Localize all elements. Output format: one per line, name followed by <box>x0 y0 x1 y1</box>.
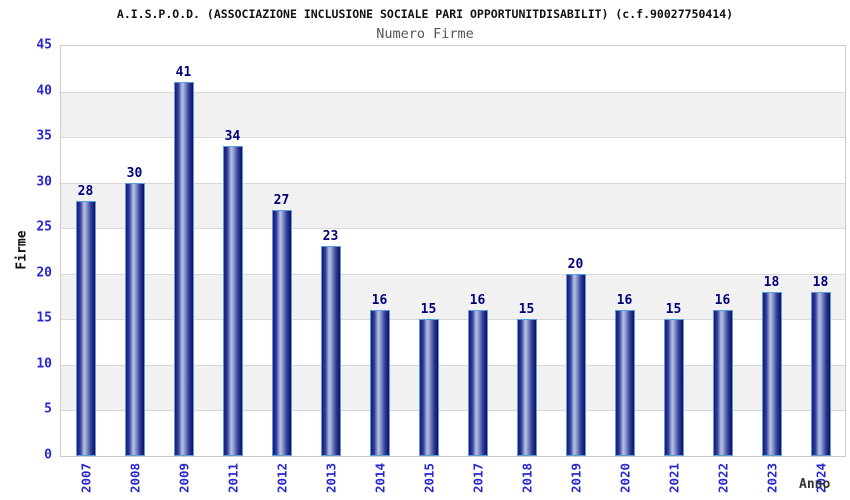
bar-2007 <box>75 200 96 456</box>
chart-subtitle: Numero Firme <box>376 26 474 42</box>
bar-value-label: 30 <box>126 165 143 181</box>
x-tick-label-2014: 2014 <box>372 462 387 494</box>
bar-value-label: 41 <box>175 65 192 81</box>
y-axis-title: Firme <box>14 230 30 270</box>
bar-2022 <box>712 310 733 456</box>
bar-value-label: 27 <box>273 193 290 208</box>
x-tick-label-2020: 2020 <box>617 462 632 494</box>
x-tick-label-2023: 2023 <box>764 462 779 494</box>
bar-value-label: 20 <box>567 256 584 272</box>
y-tick-label: 30 <box>36 174 52 190</box>
bar-value-label: 15 <box>420 302 437 318</box>
bar-2017 <box>467 310 488 456</box>
bar-value-label: 15 <box>665 302 682 318</box>
bar-2018 <box>516 319 537 456</box>
bar-2021 <box>663 319 684 456</box>
gridline <box>61 228 845 230</box>
x-tick-label-2022: 2022 <box>715 462 730 494</box>
x-tick-label-2018: 2018 <box>519 462 534 494</box>
x-tick-label-2011: 2011 <box>225 462 240 494</box>
bar-2020 <box>614 310 635 456</box>
x-tick-label-2012: 2012 <box>274 462 289 494</box>
bar-2013 <box>320 246 341 456</box>
bar-2008 <box>124 182 145 456</box>
bar-value-label: 16 <box>469 293 486 309</box>
bar-value-label: 28 <box>77 183 94 199</box>
bar-2014 <box>369 310 390 456</box>
x-tick-label-2019: 2019 <box>568 462 583 494</box>
plot-area: 28 30 41 34 27 23 16 15 16 15 20 16 15 16 18 18 <box>60 45 846 457</box>
bar-value-label: 23 <box>322 229 339 245</box>
y-tick-label: 45 <box>36 37 52 53</box>
gridline <box>61 364 845 366</box>
bar-value-label: 16 <box>371 293 388 309</box>
bar-value-label: 18 <box>763 275 780 290</box>
x-tick-label-2008: 2008 <box>127 462 142 494</box>
gridline <box>61 319 845 321</box>
bar-value-label: 16 <box>714 293 731 309</box>
y-tick-label: 5 <box>44 401 52 417</box>
bar-value-label: 15 <box>518 302 535 318</box>
x-tick-label-2015: 2015 <box>421 462 436 494</box>
y-tick-label: 10 <box>36 356 52 372</box>
gridline <box>61 410 845 412</box>
y-tick-label: 25 <box>36 219 52 235</box>
bar-value-label: 34 <box>224 129 241 145</box>
gridline <box>61 273 845 275</box>
gridline <box>61 182 845 184</box>
y-tick-label: 35 <box>36 128 52 144</box>
x-axis-title: Anno <box>799 477 831 492</box>
y-tick-label: 15 <box>36 310 52 326</box>
gridline <box>61 137 845 139</box>
y-tick-label: 40 <box>36 83 52 99</box>
bar-2024 <box>810 292 831 456</box>
x-tick-label-2007: 2007 <box>78 462 93 494</box>
x-tick-label-2013: 2013 <box>323 462 338 494</box>
gridline <box>61 91 845 93</box>
chart-title: A.I.S.P.O.D. (ASSOCIAZIONE INCLUSIONE SO… <box>116 7 734 21</box>
bar-2009 <box>173 82 194 456</box>
x-tick-label-2009: 2009 <box>176 462 191 494</box>
bar-2019 <box>565 273 586 456</box>
bar-2011 <box>222 146 243 456</box>
y-tick-label: 0 <box>44 447 52 463</box>
bar-2023 <box>761 292 782 456</box>
bar-2015 <box>418 319 439 456</box>
bar-value-label: 18 <box>812 275 829 290</box>
x-tick-label-2021: 2021 <box>666 462 681 494</box>
bar-value-label: 16 <box>616 293 633 309</box>
bar-2012 <box>271 210 292 456</box>
x-tick-label-2017: 2017 <box>470 462 485 494</box>
y-tick-label: 20 <box>36 265 52 281</box>
